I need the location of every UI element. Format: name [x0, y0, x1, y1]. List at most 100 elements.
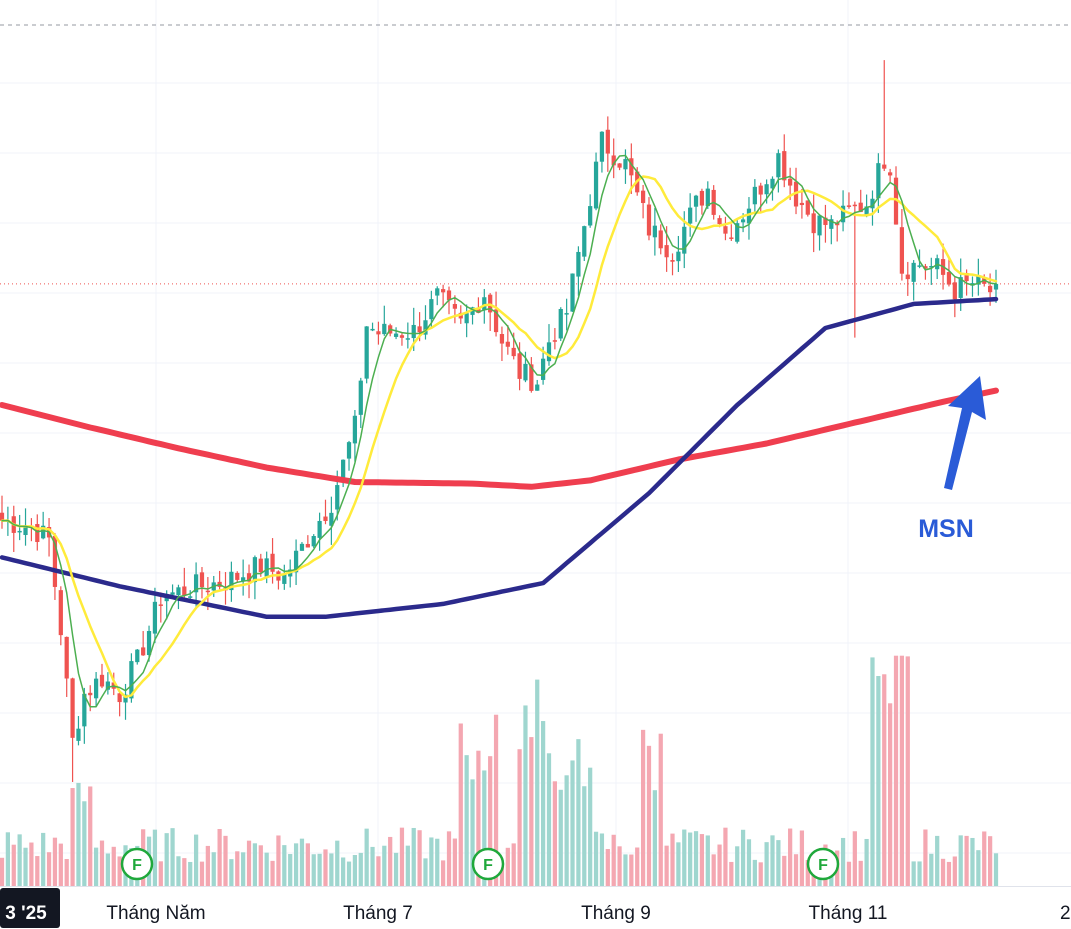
volume-bar — [952, 856, 957, 886]
candle — [952, 277, 957, 318]
candle — [293, 539, 299, 586]
candle — [64, 636, 69, 697]
x-axis-end-label: 20 — [1060, 903, 1071, 924]
volume-bar — [41, 832, 46, 886]
volume-bar — [882, 674, 887, 886]
volume-bar — [864, 838, 869, 886]
volume-bar — [588, 767, 593, 886]
ma-fast-line — [1, 154, 997, 708]
volume-bar — [717, 844, 722, 886]
candle — [652, 207, 657, 256]
volume-bar — [623, 854, 628, 886]
candle — [552, 328, 557, 350]
event-marker[interactable]: F — [806, 847, 840, 881]
x-tick-label: Tháng 9 — [581, 903, 651, 924]
volume-bar — [252, 843, 258, 886]
candle — [199, 567, 205, 599]
candle — [599, 131, 605, 173]
volume-bar — [23, 847, 28, 886]
volume-bar — [17, 834, 22, 886]
volume-bar — [899, 655, 905, 886]
volume-bar — [46, 852, 52, 886]
candle — [276, 570, 281, 590]
candle — [752, 179, 757, 214]
candle — [929, 257, 934, 285]
volume-bar — [488, 756, 493, 886]
volume-bar — [235, 851, 240, 886]
candle — [882, 60, 887, 172]
volume-bar — [617, 846, 622, 886]
candle — [576, 246, 581, 296]
volume-bar — [99, 840, 105, 886]
candle — [170, 584, 175, 597]
volume-bar — [411, 827, 416, 886]
candle — [793, 167, 799, 215]
volume-bar — [764, 842, 769, 886]
volume-bar — [170, 828, 175, 886]
volume-bar — [523, 705, 528, 886]
volume-bar — [735, 846, 740, 886]
candle — [605, 116, 610, 172]
candle — [505, 325, 510, 355]
candle — [393, 327, 399, 340]
volume-bar — [182, 858, 187, 886]
candle — [146, 625, 152, 662]
candle — [823, 204, 828, 243]
candle — [58, 586, 63, 646]
candle — [346, 440, 352, 471]
volume-bar — [64, 859, 69, 886]
candle — [464, 304, 469, 338]
volume-bar — [840, 837, 846, 886]
candle — [888, 168, 893, 184]
candle — [46, 518, 52, 557]
volume-bars — [0, 655, 999, 886]
ma-slow-line — [0, 175, 998, 699]
volume-bar — [988, 836, 993, 886]
volume-bar — [582, 786, 587, 886]
candle — [488, 293, 493, 332]
volume-bar — [693, 831, 699, 886]
volume-bar — [346, 861, 352, 886]
candle — [141, 631, 146, 656]
volume-bar — [311, 854, 316, 886]
candle — [976, 258, 981, 296]
volume-bar — [946, 861, 952, 886]
x-axis-start-badge — [0, 888, 60, 928]
candle — [946, 258, 952, 287]
candle — [611, 138, 616, 179]
volume-bar — [570, 760, 575, 886]
volume-bar — [711, 854, 716, 886]
candle — [158, 592, 163, 623]
volume-bar — [576, 739, 581, 886]
volume-bar — [282, 845, 287, 886]
volume-bar — [982, 831, 987, 886]
candle — [623, 149, 628, 184]
candle — [582, 225, 587, 262]
event-marker[interactable]: F — [120, 847, 154, 881]
candle — [640, 184, 646, 219]
volume-bar — [723, 827, 728, 886]
volume-bar — [511, 843, 516, 886]
candle — [305, 535, 310, 548]
event-marker[interactable]: F — [471, 847, 505, 881]
volume-bar — [29, 842, 34, 886]
volume-bar — [229, 859, 234, 886]
candle — [405, 322, 410, 349]
volume-bar — [876, 676, 881, 886]
volume-bar — [258, 845, 263, 886]
volume-bar — [241, 852, 246, 886]
volume-bar — [905, 656, 910, 886]
candle — [0, 495, 5, 529]
volume-bar — [699, 834, 705, 886]
candle — [699, 188, 705, 215]
candle — [970, 276, 975, 297]
volume-bar — [870, 657, 875, 886]
candle — [117, 692, 122, 717]
volume-bar — [35, 856, 40, 886]
volume-bar — [929, 853, 934, 886]
volume-bar — [646, 745, 652, 886]
volume-bar — [52, 837, 58, 886]
volume-bar — [917, 861, 922, 886]
candle — [670, 253, 675, 276]
